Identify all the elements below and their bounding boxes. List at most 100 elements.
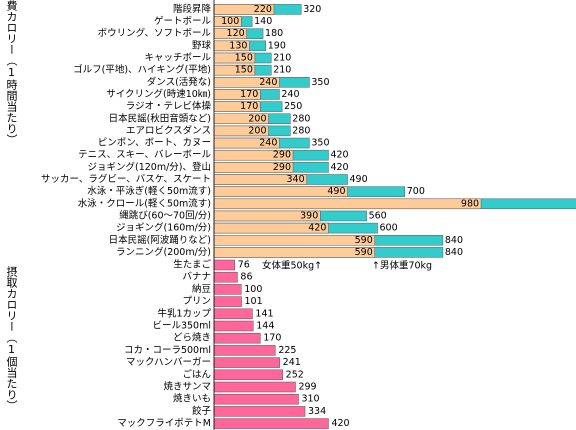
male-value-label: 190 [268,40,286,51]
intake-bar [213,259,235,271]
intake-value-label: 310 [301,394,319,405]
female-value-label: 240 [259,138,277,149]
category-label: サッカー、ラグビー、バスケ、スケート [41,173,211,185]
intake-bar [213,345,276,356]
female-value-label: 290 [273,150,291,161]
intake-category-label: マックハンバーガー [126,357,211,368]
intake-value-label: 299 [298,382,316,393]
intake-bar [213,296,242,307]
intake-bar [213,332,261,344]
intake-category-label: 餃子 [192,405,212,417]
intake-bar [213,381,296,393]
intake-value-label: 86 [240,272,252,283]
male-value-label: 420 [330,162,348,173]
male-value-label: 350 [311,77,329,88]
category-label: 階段昇降 [173,3,212,15]
male-value-label: 250 [284,101,302,112]
female-value-label: 170 [240,89,258,100]
intake-value-label: 100 [244,284,262,295]
male-value-label: 280 [292,125,310,136]
intake-category-label: 生たまご [173,259,211,271]
intake-category-label: コカ・コーラ500ml [124,345,211,356]
female-value-label: 420 [308,223,326,234]
female-bar [213,247,376,258]
male-value-label: 600 [380,223,398,234]
female-value-label: 980 [461,198,479,209]
male-value-label: 140 [254,16,272,27]
intake-category-label: ごはん [182,368,211,380]
female-bar [213,198,482,210]
category-label: ゴルフ(平地)、ハイキング(平地) [73,64,211,76]
consume-axis-label: 費カロリー（1時間当たり） [5,0,18,145]
female-value-label: 290 [273,162,291,173]
male-value-label: 350 [311,138,329,149]
female-value-label: 200 [248,125,266,136]
legend-male: ↑男体重70kg [372,260,432,272]
female-value-label: 120 [227,28,245,39]
intake-bar [213,406,306,417]
category-label: 縄跳び(60～70回/分) [119,209,211,221]
category-label: エアロビクスダンス [126,124,211,136]
category-label: 日本民謡(阿波踊りなど) [109,234,211,246]
female-value-label: 220 [254,4,272,15]
female-value-label: 170 [240,101,258,112]
intake-bar [213,271,238,283]
intake-bar [213,284,242,295]
male-value-label: 240 [281,89,299,100]
category-label: サイクリング(時速10㎞) [106,88,211,100]
male-value-label: 210 [273,65,291,76]
male-value-label: 420 [330,150,348,161]
female-value-label: 240 [259,77,277,88]
female-value-label: 340 [287,174,305,185]
category-label: 野球 [192,39,212,51]
intake-bar [213,369,283,381]
category-label: ランニング(200m/分) [116,246,211,258]
intake-category-label: マックフライポテトM [117,418,211,429]
intake-value-label: 225 [278,345,296,356]
intake-category-label: 焼きいも [173,393,211,405]
female-value-label: 150 [235,65,253,76]
male-value-label: 210 [273,53,291,64]
male-value-label: 320 [303,4,321,15]
category-label: ジョギング(160m/分) [116,222,211,234]
male-value-label: 280 [292,113,310,124]
female-value-label: 100 [221,16,239,27]
male-value-label: 840 [445,235,463,246]
category-label: ピンポン、ボート、カヌー [98,138,211,149]
female-value-label: 490 [327,186,345,197]
intake-category-label: ビール350ml [152,321,211,332]
category-label: ジョギング(120m/分)、登山 [87,161,211,173]
female-value-label: 590 [355,247,373,258]
category-label: テニス、スキー、バレーボール [78,150,211,161]
intake-bar [213,357,280,368]
legend-female: 女体重50kg↑ [262,260,322,272]
intake-category-label: どら焼き [173,332,211,344]
intake-axis-label: 摂取カロリー（1個当たり） [5,266,18,411]
male-value-label: 490 [350,174,368,185]
intake-value-label: 420 [331,418,349,429]
female-bar [213,235,376,246]
category-label: 日本民謡(秋田音頭など) [109,112,211,124]
category-label: 水泳・クロール(軽く50m流す) [78,197,211,209]
female-value-label: 130 [229,40,247,51]
female-value-label: 590 [355,235,373,246]
intake-value-label: 241 [283,357,301,368]
intake-value-label: 76 [238,260,250,271]
intake-value-label: 252 [286,369,304,380]
category-label: ラジオ・テレビ体操 [126,100,212,112]
intake-category-label: 納豆 [192,283,211,295]
intake-category-label: バナナ [182,272,211,283]
intake-value-label: 170 [263,333,281,344]
category-label: ボウリング、ソフトボール [98,27,212,39]
female-value-label: 390 [300,210,318,221]
intake-category-label: 牛乳1カップ [157,307,211,319]
category-label: ダンス(活発な) [147,76,211,88]
intake-bar [213,320,254,332]
intake-value-label: 141 [255,308,273,319]
intake-bar [213,418,329,429]
male-value-label: 560 [369,210,387,221]
intake-bar [213,393,299,405]
intake-category-label: プリン [182,296,211,307]
intake-bar [213,308,253,320]
